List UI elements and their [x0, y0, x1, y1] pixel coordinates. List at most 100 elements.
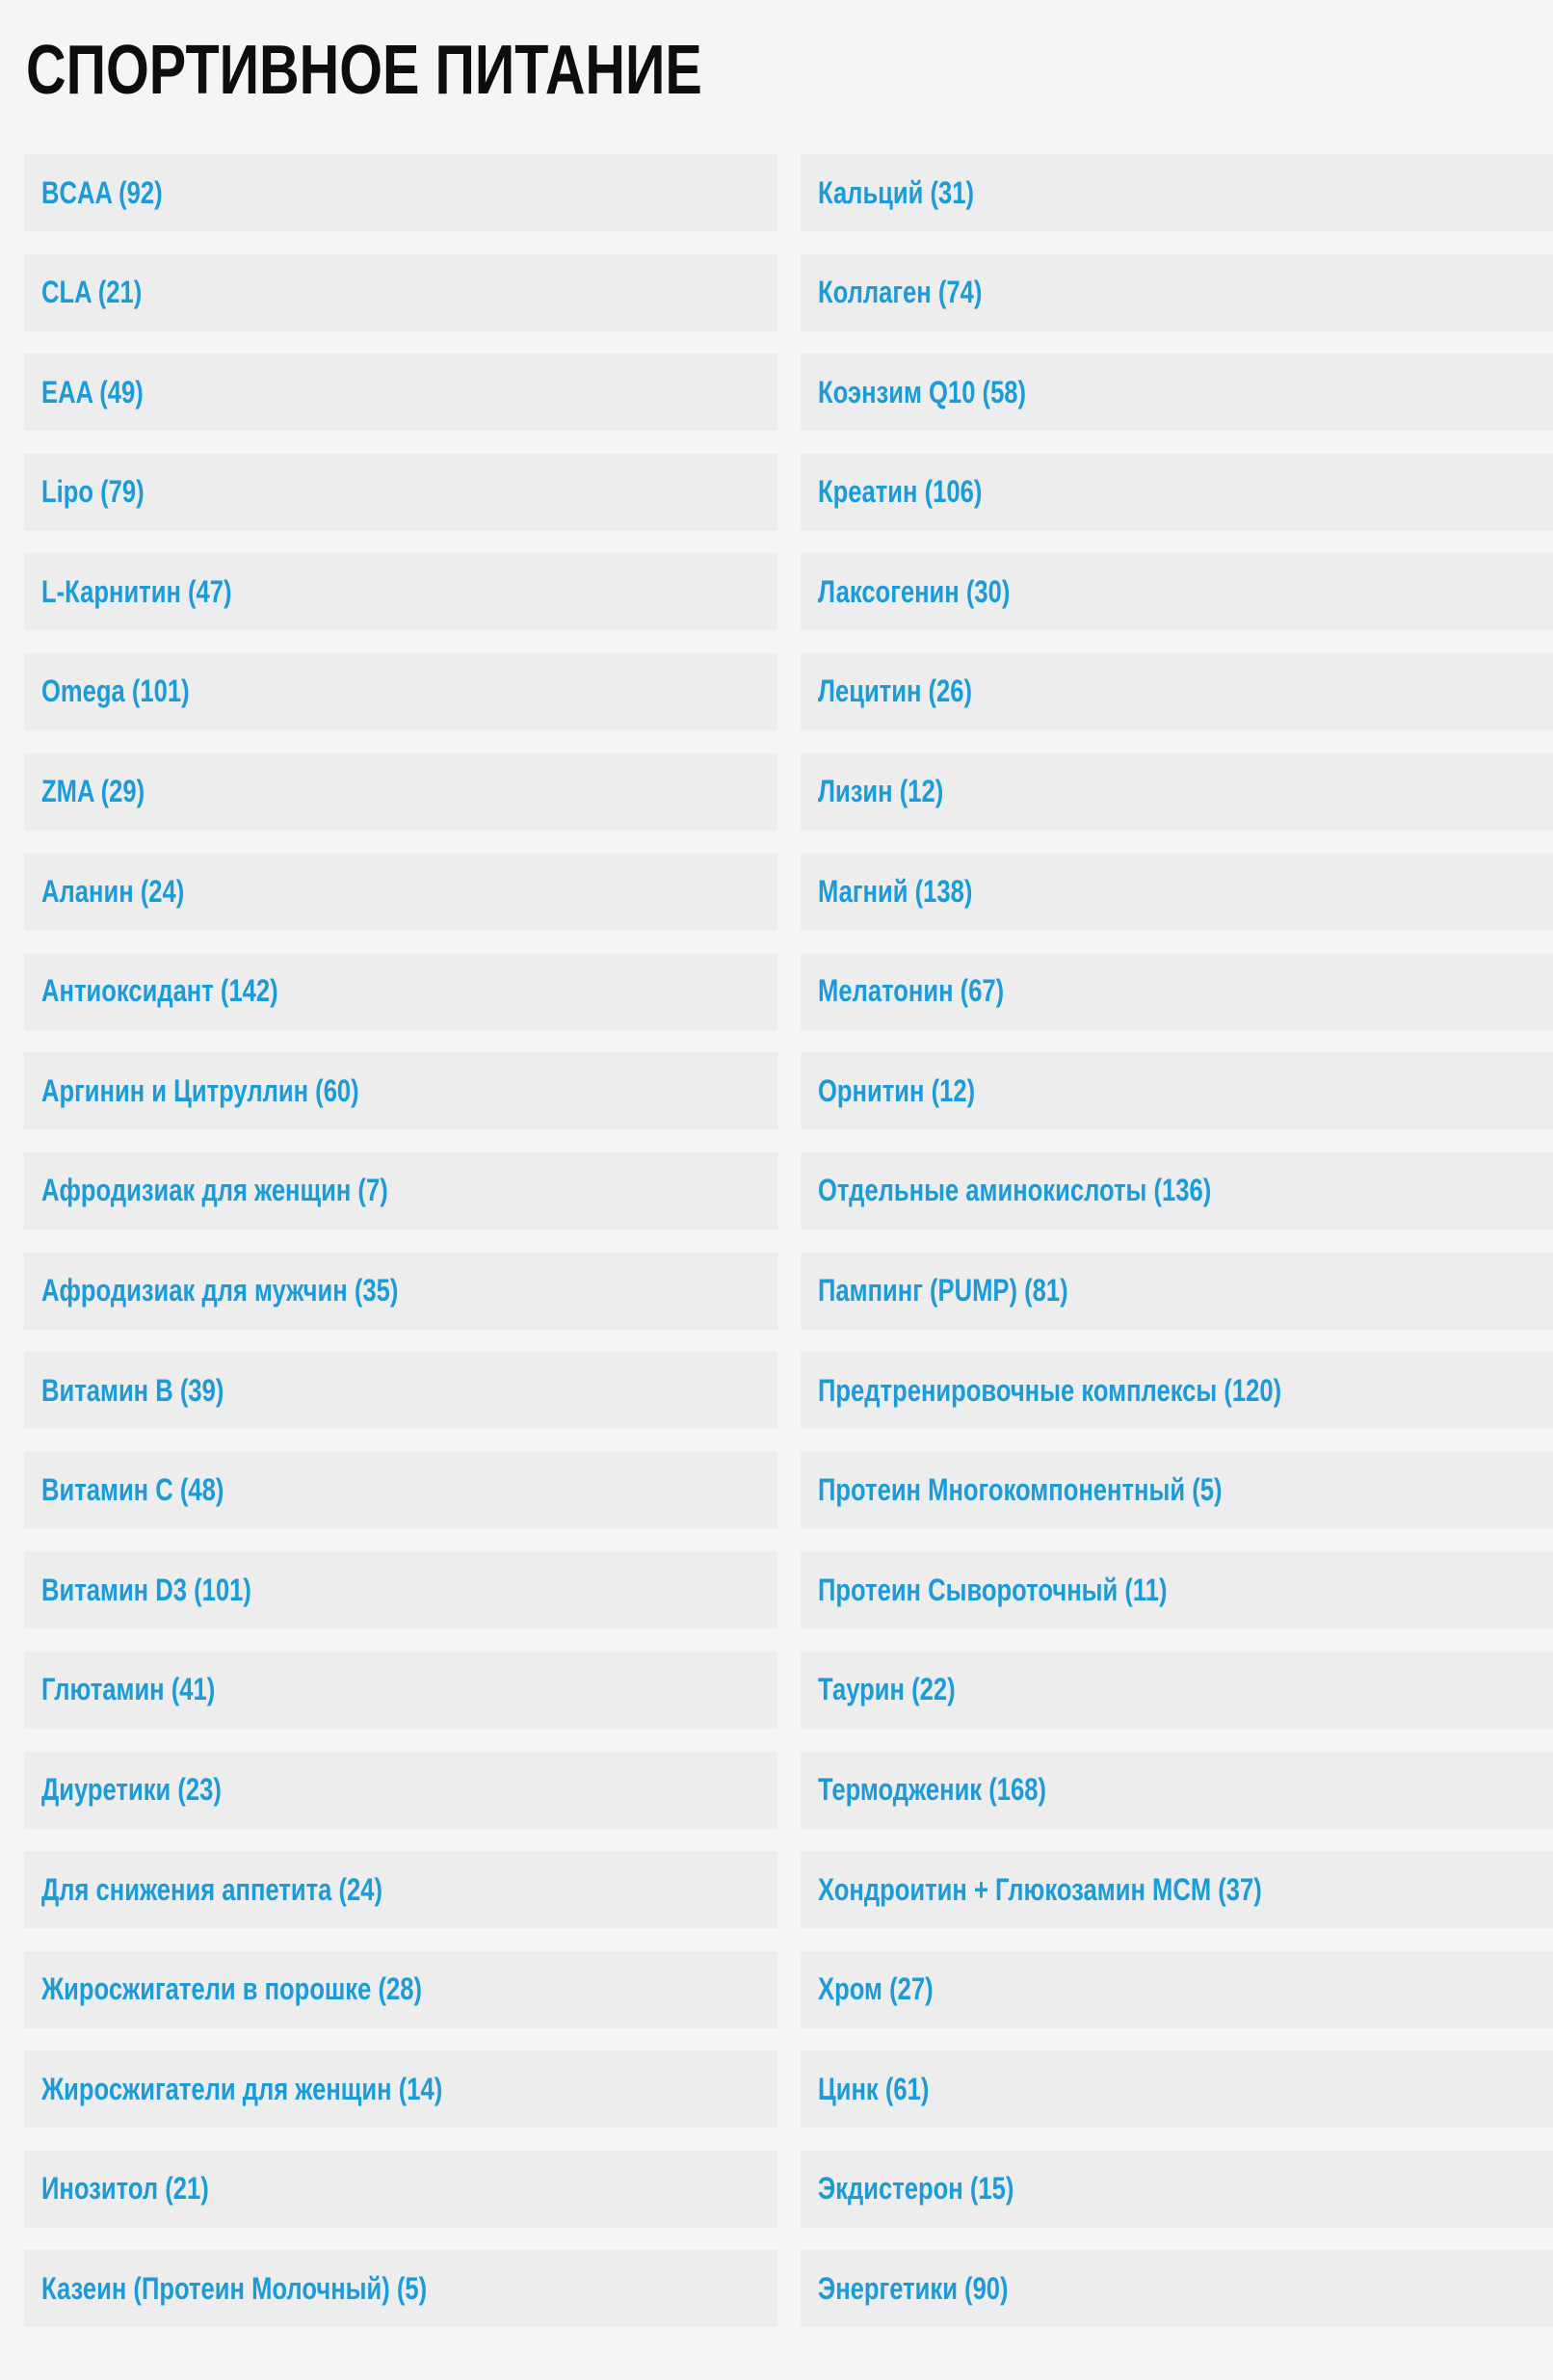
category-item: Витамин C (48): [24, 1451, 777, 1529]
category-link[interactable]: Аргинин и Цитруллин (60): [41, 1072, 359, 1108]
category-link[interactable]: Лецитин (26): [818, 674, 973, 709]
category-count: 81: [1032, 1273, 1061, 1309]
category-link[interactable]: Афродизиак для мужчин (35): [41, 1273, 399, 1309]
category-count: 23: [185, 1772, 214, 1807]
category-item: Лаксогенин (30): [801, 553, 1553, 631]
category-count: 74: [946, 275, 974, 310]
category-link[interactable]: Хондроитин + Глюкозамин MCM (37): [818, 1871, 1262, 1907]
category-link[interactable]: Витамин B (39): [41, 1372, 224, 1408]
category-link[interactable]: Протеин Сывороточный (11): [818, 1572, 1168, 1607]
category-label: Жиросжигатели для женщин: [41, 2071, 392, 2106]
category-label: Инозитол: [41, 2171, 159, 2207]
category-count: 24: [148, 873, 176, 909]
category-link[interactable]: Кальций (31): [818, 174, 975, 210]
category-label: Афродизиак для женщин: [41, 1173, 352, 1208]
category-link[interactable]: Лаксогенин (30): [818, 573, 1011, 609]
category-link[interactable]: Отдельные аминокислоты (136): [818, 1173, 1212, 1208]
category-count: 168: [996, 1772, 1039, 1807]
category-count: 101: [201, 1572, 244, 1607]
category-item: Витамин B (39): [24, 1352, 777, 1430]
category-label: CLA: [41, 275, 92, 310]
category-count: 28: [385, 1971, 414, 2007]
category-item: EAA (49): [24, 354, 777, 432]
category-link[interactable]: Антиоксидант (142): [41, 973, 278, 1009]
category-link[interactable]: Omega (101): [41, 674, 190, 709]
category-link[interactable]: Термодженик (168): [818, 1772, 1046, 1807]
category-link[interactable]: Мелатонин (67): [818, 973, 1005, 1009]
category-item: CLA (21): [24, 253, 777, 331]
category-link[interactable]: Lipo (79): [41, 474, 145, 510]
category-count: 90: [972, 2270, 1001, 2306]
category-link[interactable]: BCAA (92): [41, 174, 163, 210]
category-count: 138: [923, 873, 964, 909]
category-link[interactable]: Аланин (24): [41, 873, 185, 909]
category-count: 142: [228, 973, 271, 1009]
category-link[interactable]: Жиросжигатели для женщин (14): [41, 2071, 443, 2106]
category-label: Предтренировочные комплексы: [818, 1372, 1218, 1408]
category-item: Лизин (12): [801, 753, 1553, 831]
category-label: Мелатонин: [818, 973, 954, 1009]
category-link[interactable]: Таурин (22): [818, 1672, 956, 1707]
category-link[interactable]: Витамин C (48): [41, 1472, 224, 1508]
category-label: Лецитин: [818, 674, 922, 709]
category-link[interactable]: CLA (21): [41, 275, 143, 310]
category-link[interactable]: Энергетики (90): [818, 2270, 1009, 2306]
category-label: L-Карнитин: [41, 573, 181, 609]
category-item: Хондроитин + Глюкозамин MCM (37): [801, 1851, 1553, 1929]
category-label: Антиоксидант: [41, 973, 214, 1009]
category-count: 106: [933, 474, 974, 510]
category-link[interactable]: Коэнзим Q10 (58): [818, 374, 1027, 410]
category-label: Магний: [818, 873, 908, 909]
category-link[interactable]: Протеин Многокомпонентный (5): [818, 1472, 1223, 1508]
category-label: Цинк: [818, 2071, 879, 2106]
category-item: Антиоксидант (142): [24, 952, 777, 1030]
category-item: ZMA (29): [24, 753, 777, 831]
category-label: Протеин Многокомпонентный: [818, 1472, 1186, 1508]
category-link[interactable]: Витамин D3 (101): [41, 1572, 251, 1607]
category-link[interactable]: Глютамин (41): [41, 1672, 216, 1707]
category-label: Жиросжигатели в порошке: [41, 1971, 372, 2007]
category-item: Глютамин (41): [24, 1651, 777, 1729]
category-link[interactable]: Хром (27): [818, 1971, 934, 2007]
category-item: Таурин (22): [801, 1651, 1553, 1729]
category-label: Казеин (Протеин Молочный): [41, 2270, 390, 2306]
category-link[interactable]: Афродизиак для женщин (7): [41, 1173, 388, 1208]
category-label: Витамин C: [41, 1472, 173, 1508]
category-count: 136: [1162, 1173, 1203, 1208]
category-link[interactable]: Орнитин (12): [818, 1072, 976, 1108]
category-link[interactable]: Предтренировочные комплексы (120): [818, 1372, 1282, 1408]
category-link[interactable]: Казеин (Протеин Молочный) (5): [41, 2270, 428, 2306]
category-link[interactable]: Цинк (61): [818, 2071, 930, 2106]
category-item: Аланин (24): [24, 853, 777, 931]
category-item: Для снижения аппетита (24): [24, 1851, 777, 1929]
category-link[interactable]: Магний (138): [818, 873, 973, 909]
category-count: 79: [108, 474, 137, 510]
category-link[interactable]: Жиросжигатели в порошке (28): [41, 1971, 422, 2007]
category-link[interactable]: Креатин (106): [818, 474, 983, 510]
category-item: Кальций (31): [801, 154, 1553, 231]
category-link[interactable]: EAA (49): [41, 374, 144, 410]
category-link[interactable]: Коллаген (74): [818, 275, 983, 310]
category-item: Диуретики (23): [24, 1751, 777, 1829]
category-count: 5: [405, 2270, 419, 2306]
category-link[interactable]: Лизин (12): [818, 774, 944, 809]
category-link[interactable]: Инозитол (21): [41, 2171, 209, 2207]
category-link[interactable]: Диуретики (23): [41, 1772, 222, 1807]
category-label: Протеин Сывороточный: [818, 1572, 1119, 1607]
category-count: 7: [365, 1173, 381, 1208]
category-count: 26: [936, 674, 964, 709]
category-link[interactable]: L-Карнитин (47): [41, 573, 232, 609]
category-item: Мелатонин (67): [801, 952, 1553, 1030]
category-count: 22: [919, 1672, 948, 1707]
category-label: Орнитин: [818, 1072, 925, 1108]
category-link[interactable]: Экдистерон (15): [818, 2171, 1014, 2207]
category-count: 21: [172, 2171, 201, 2207]
category-link[interactable]: Пампинг (PUMP) (81): [818, 1273, 1068, 1309]
category-label: BCAA: [41, 174, 112, 210]
category-item: Пампинг (PUMP) (81): [801, 1252, 1553, 1330]
category-link[interactable]: Для снижения аппетита (24): [41, 1871, 383, 1907]
category-label: Для снижения аппетита: [41, 1871, 332, 1907]
category-label: Хондроитин + Глюкозамин MCM: [818, 1871, 1212, 1907]
category-link[interactable]: ZMA (29): [41, 774, 145, 809]
category-label: Термодженик: [818, 1772, 983, 1807]
